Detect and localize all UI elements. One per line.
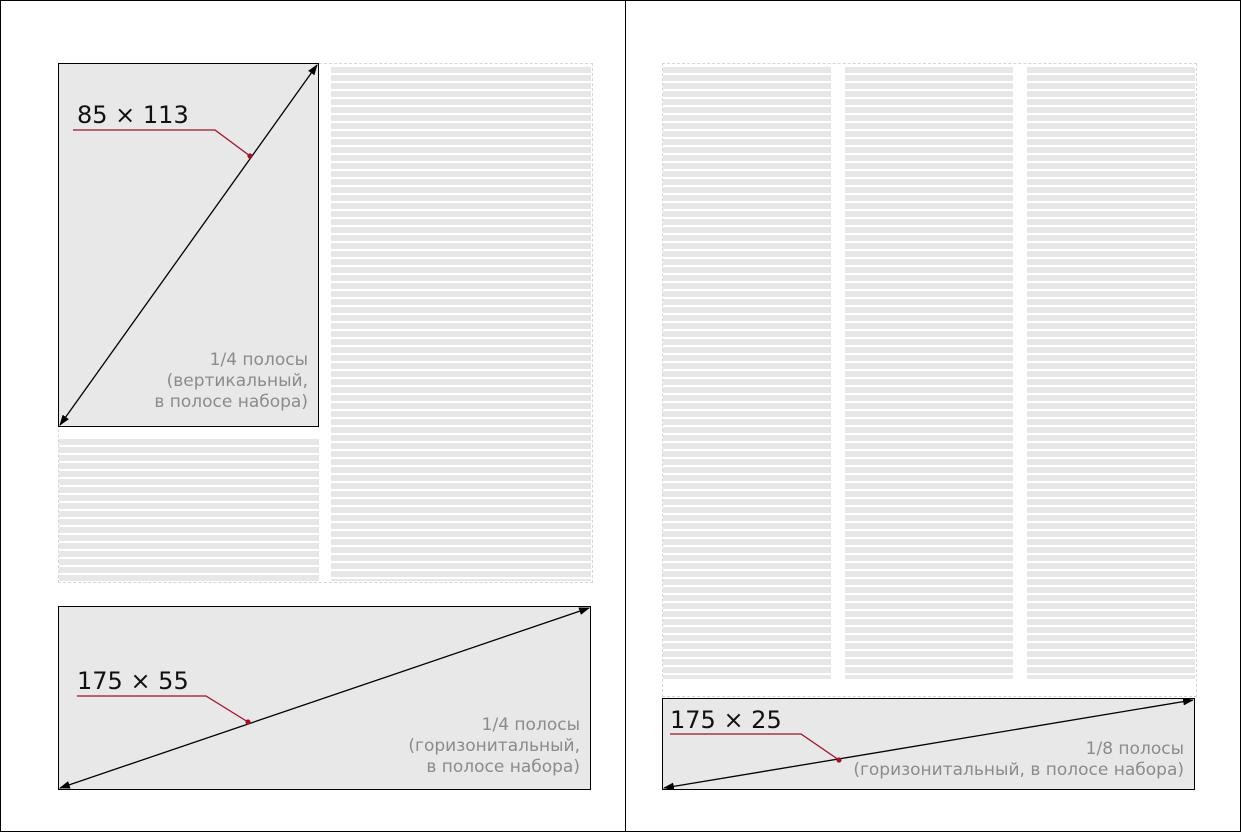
text-column bbox=[59, 439, 319, 581]
leader-line bbox=[670, 733, 840, 761]
size-label: 175 × 25 bbox=[670, 706, 782, 734]
spine bbox=[625, 1, 626, 831]
text-column bbox=[331, 67, 591, 581]
diagonal-arrow bbox=[59, 64, 318, 426]
leader-dot bbox=[836, 757, 842, 763]
text-column bbox=[1027, 67, 1195, 679]
leader-line bbox=[77, 695, 249, 723]
leader-dot bbox=[247, 153, 253, 159]
size-label: 175 × 55 bbox=[77, 667, 189, 695]
size-label: 85 × 113 bbox=[77, 101, 189, 129]
diagonal-arrow bbox=[662, 697, 1195, 791]
diagonal-arrow bbox=[58, 607, 591, 789]
leader-dot bbox=[245, 719, 251, 725]
leader-line bbox=[73, 129, 251, 157]
right-text-area bbox=[662, 63, 1197, 697]
text-column bbox=[663, 67, 831, 679]
text-column bbox=[845, 67, 1013, 679]
